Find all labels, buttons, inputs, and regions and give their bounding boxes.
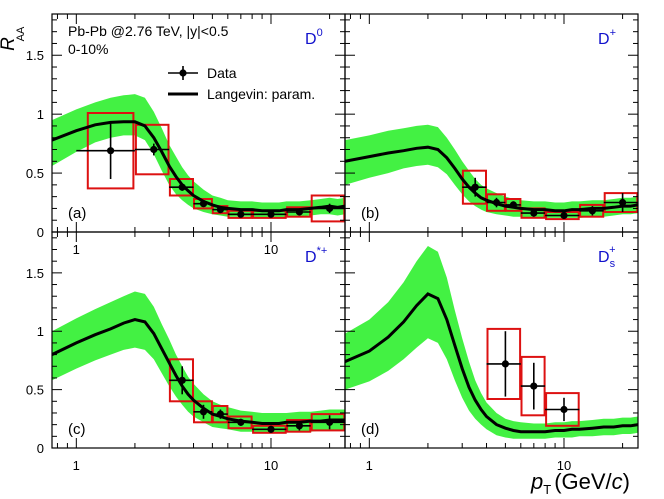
y-tick-label: 1 bbox=[37, 324, 44, 339]
legend: Data Langevin: param. bbox=[168, 65, 315, 102]
plot-area bbox=[345, 124, 638, 221]
data-point-4 bbox=[560, 211, 568, 220]
data-point-4 bbox=[216, 206, 224, 214]
species-label: D*+ bbox=[305, 245, 327, 266]
data-point-5 bbox=[237, 210, 245, 218]
data-point-2 bbox=[178, 183, 186, 191]
y-tick-label: 0.5 bbox=[26, 383, 44, 398]
species-name: D bbox=[305, 31, 317, 48]
y-tick-label: 0 bbox=[37, 441, 44, 456]
data-point-1 bbox=[530, 382, 538, 390]
data-point-2 bbox=[560, 405, 568, 414]
data-point-3 bbox=[237, 418, 245, 426]
x-tick-label: 10 bbox=[264, 458, 278, 473]
species-superscript: 0 bbox=[317, 27, 323, 39]
y-axis-label: R bbox=[0, 37, 19, 51]
data-point-0 bbox=[107, 147, 115, 155]
data-point-8 bbox=[326, 204, 334, 212]
plot-area bbox=[345, 246, 638, 439]
model-curve bbox=[345, 292, 638, 434]
species-superscript: *+ bbox=[317, 245, 328, 257]
species-label: D+ bbox=[598, 27, 616, 48]
panel-tag: (c) bbox=[68, 421, 86, 438]
data-point-6 bbox=[267, 210, 275, 218]
panel-tag: (d) bbox=[361, 421, 379, 438]
y-tick-label: 1 bbox=[37, 107, 44, 122]
y-tick-label: 1.5 bbox=[26, 48, 44, 63]
data-point-2 bbox=[509, 201, 517, 209]
data-point-3 bbox=[199, 200, 208, 208]
species-label: Ds + bbox=[598, 244, 616, 270]
data-point-7 bbox=[295, 208, 303, 216]
species-name: D bbox=[598, 31, 610, 48]
x-axis-label: pT (GeV/c) bbox=[530, 469, 630, 497]
species-name: D bbox=[305, 249, 317, 266]
data-point-5 bbox=[588, 207, 597, 215]
species-label: D0 bbox=[305, 27, 323, 48]
data-point-1 bbox=[199, 408, 208, 416]
data-point-1 bbox=[492, 198, 501, 207]
plot-area bbox=[52, 94, 345, 223]
data-point-6 bbox=[326, 418, 334, 426]
panel-tag: (a) bbox=[68, 205, 86, 222]
panel-frame bbox=[344, 231, 639, 449]
plot-area bbox=[52, 291, 345, 434]
species-subscript: s bbox=[610, 258, 616, 270]
y-tick-label: 1.5 bbox=[26, 266, 44, 281]
data-point-4 bbox=[267, 425, 275, 433]
x-tick-label: 1 bbox=[73, 242, 80, 257]
model-uncertainty-band bbox=[52, 94, 345, 218]
centrality-label: 0-10% bbox=[68, 41, 108, 57]
y-tick-label: 0 bbox=[37, 225, 44, 240]
data-point-0 bbox=[501, 360, 509, 368]
x-tick-label: 10 bbox=[557, 458, 571, 473]
x-tick-label: 1 bbox=[73, 458, 80, 473]
panel-c-dstar: 0 0.5 1 1.5 1 10 (c) D*+ bbox=[26, 231, 346, 473]
model-uncertainty-band bbox=[52, 291, 345, 433]
legend-data-label: Data bbox=[207, 65, 237, 81]
x-tick-label: 10 bbox=[264, 242, 278, 257]
collision-system-label: Pb-Pb @2.76 TeV, |y|<0.5 bbox=[68, 23, 229, 39]
x-tick-label: 1 bbox=[366, 458, 373, 473]
data-point-2 bbox=[216, 410, 224, 418]
data-point-6 bbox=[619, 198, 627, 207]
model-uncertainty-band bbox=[345, 246, 638, 439]
legend-model-label: Langevin: param. bbox=[207, 86, 315, 102]
data-point-5 bbox=[295, 422, 303, 430]
species-name: D bbox=[598, 249, 610, 266]
data-point-3 bbox=[530, 209, 538, 217]
legend-data-marker bbox=[179, 69, 187, 77]
data-point-1 bbox=[150, 145, 158, 154]
data-point-0 bbox=[471, 183, 479, 191]
data-point-0 bbox=[178, 376, 186, 384]
y-tick-label: 0.5 bbox=[26, 166, 44, 181]
panel-b-dplus: (b) D+ bbox=[344, 13, 639, 233]
panel-d-ds: 1 10 (d) Ds + bbox=[344, 231, 639, 473]
y-axis-label-subscript: AA bbox=[15, 26, 27, 41]
species-superscript: + bbox=[609, 244, 615, 256]
panel-tag: (b) bbox=[361, 205, 379, 222]
species-superscript: + bbox=[610, 27, 616, 39]
